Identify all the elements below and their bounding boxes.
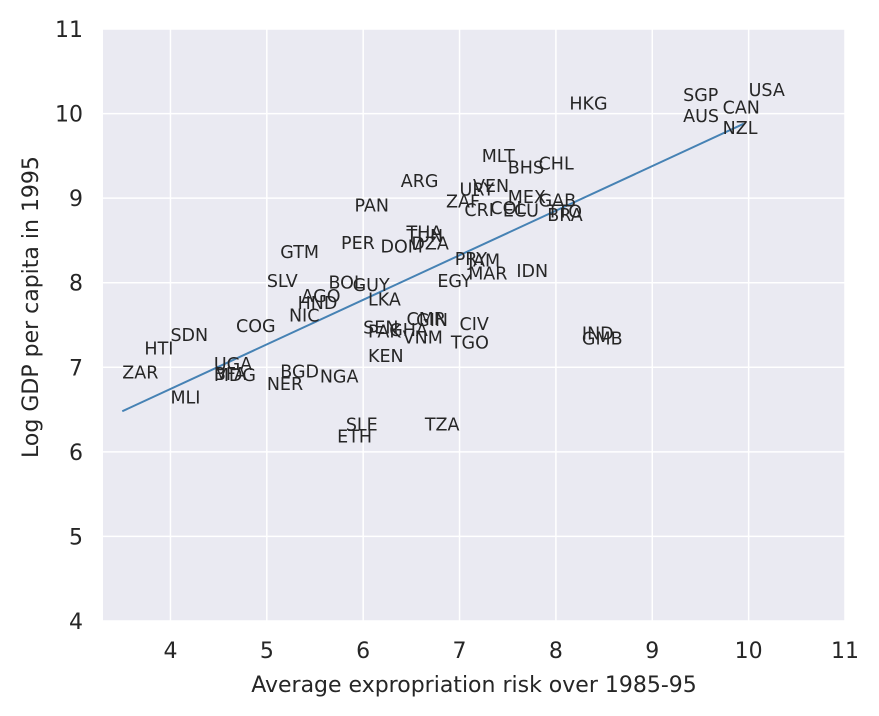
point-label: SEN	[363, 318, 398, 338]
point-label: ZAR	[122, 363, 158, 383]
point-label: TZA	[424, 416, 460, 436]
point-label: COL	[490, 199, 526, 219]
point-label: ECU	[503, 202, 539, 222]
point-label: HTI	[144, 340, 173, 360]
x-tick-label: 8	[549, 639, 563, 664]
point-label: GTM	[280, 243, 319, 263]
y-tick-label: 7	[69, 356, 83, 381]
point-label: BOL	[328, 274, 363, 294]
y-tick-label: 11	[55, 18, 83, 43]
x-tick-label: 5	[260, 639, 274, 664]
point-label: KEN	[368, 347, 404, 367]
point-label: ARG	[401, 172, 439, 192]
point-label: CHL	[539, 154, 574, 174]
x-axis-label: Average expropriation risk over 1985-95	[251, 673, 697, 698]
point-label: MDG	[214, 366, 256, 386]
fit-line	[121, 122, 745, 413]
point-label: TGO	[450, 334, 489, 354]
point-label: TUN	[406, 227, 444, 247]
point-label: MLI	[170, 389, 200, 409]
point-label: GIN	[416, 311, 448, 331]
point-label: MAR	[468, 264, 507, 284]
point-label: BFA	[214, 365, 246, 385]
point-label: NER	[267, 375, 303, 395]
plot-area	[103, 29, 845, 621]
point-label: VNM	[403, 329, 443, 349]
x-tick-label: 4	[163, 639, 177, 664]
point-label: BHS	[508, 159, 544, 179]
point-label: UGA	[214, 355, 252, 375]
y-tick-label: 8	[69, 272, 83, 297]
y-axis-ticks: 4 5 6 7 8 9 10 11	[55, 18, 83, 635]
point-label: JAM	[467, 252, 500, 272]
point-label: NIC	[289, 307, 319, 327]
point-label: GHA	[389, 321, 428, 341]
point-label: NGA	[320, 368, 359, 388]
point-label: CRI	[464, 201, 494, 221]
point-label: HKG	[569, 94, 607, 114]
point-label: SLE	[346, 416, 378, 436]
point-label: SDN	[170, 326, 208, 346]
point-label: GAB	[539, 192, 577, 212]
point-label: AUS	[683, 107, 719, 127]
point-label: PRY	[455, 250, 488, 270]
point-label: PER	[341, 234, 375, 254]
point-label: USA	[749, 81, 785, 101]
point-label: GUY	[353, 276, 390, 296]
point-label: TTO	[546, 203, 582, 223]
point-label: EGY	[437, 272, 472, 292]
y-tick-label: 6	[69, 441, 83, 466]
point-label: SGP	[683, 86, 718, 106]
grid	[103, 28, 846, 622]
point-label: BGD	[280, 362, 319, 382]
fit-line-group	[121, 122, 745, 413]
point-label: CAN	[723, 99, 760, 119]
point-label: CIV	[460, 315, 489, 335]
point-label: DZA	[411, 235, 448, 255]
point-label: DOM	[381, 237, 423, 257]
y-tick-label: 5	[69, 525, 83, 550]
point-label: AGO	[302, 287, 341, 307]
point-label: HND	[298, 294, 338, 314]
x-tick-label: 6	[356, 639, 370, 664]
point-label: ETH	[337, 428, 372, 448]
point-label: MEX	[508, 188, 546, 208]
point-label: IDN	[516, 262, 548, 282]
x-tick-label: 10	[735, 639, 763, 664]
point-label: CMR	[407, 310, 446, 330]
x-tick-label: 11	[831, 639, 859, 664]
point-label: MLT	[482, 147, 515, 167]
x-tick-label: 7	[453, 639, 467, 664]
point-label: BRA	[547, 206, 582, 226]
point-label: GMB	[582, 329, 623, 349]
point-label: PAN	[355, 197, 390, 217]
point-label: IND	[582, 324, 614, 344]
y-tick-label: 9	[69, 187, 83, 212]
point-label: LKA	[368, 291, 401, 311]
point-label: ZAF	[446, 192, 480, 212]
x-tick-label: 9	[645, 639, 659, 664]
y-tick-label: 10	[55, 103, 83, 128]
point-label: PAK	[368, 323, 401, 343]
point-label: URY	[460, 181, 495, 201]
point-label: NZL	[723, 119, 758, 139]
point-label: THA	[406, 224, 443, 244]
x-axis-ticks: 4 5 6 7 8 9 10 11	[163, 639, 859, 664]
point-label: VEN	[473, 177, 509, 197]
point-label: SLV	[267, 272, 298, 292]
y-tick-label: 4	[69, 610, 83, 635]
y-axis-label: Log GDP per capita in 1995	[19, 156, 44, 458]
point-label: COG	[236, 317, 276, 337]
